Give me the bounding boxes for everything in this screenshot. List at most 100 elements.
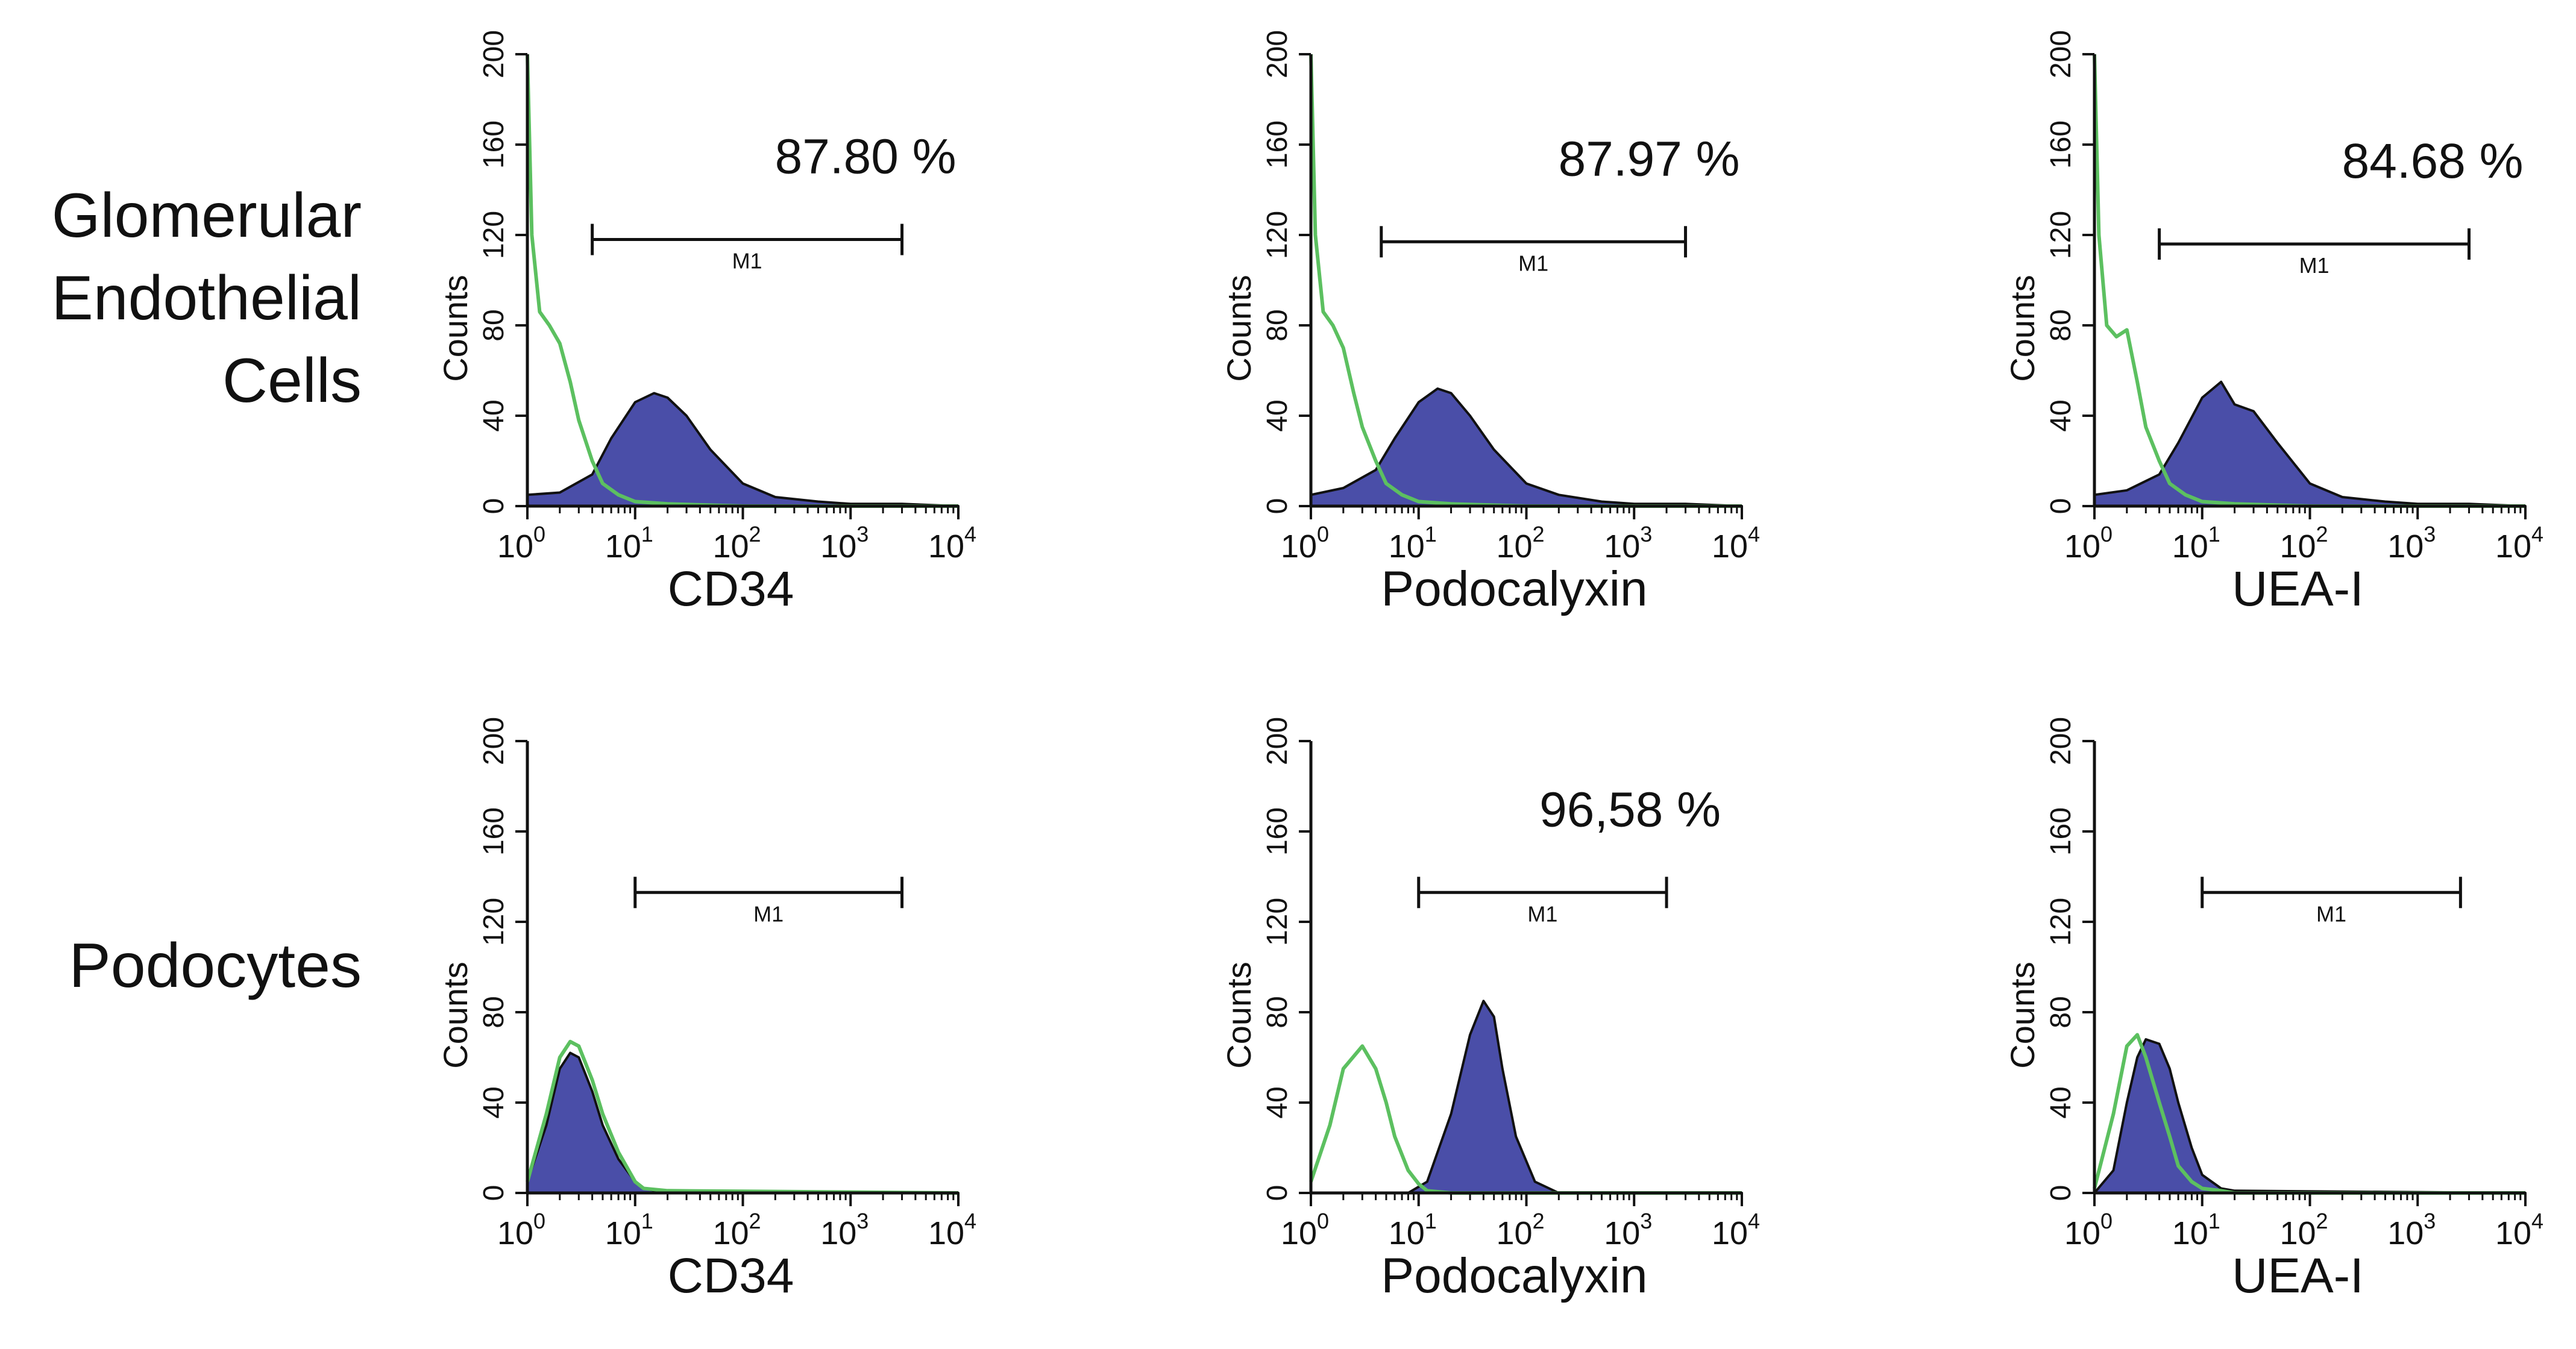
- x-tick-label: 103: [820, 522, 869, 565]
- x-tick-exponent: 3: [1640, 1209, 1652, 1233]
- row-label-glomerular-endothelial-cells: Glomerular Endothelial Cells: [12, 175, 362, 422]
- x-tick-exponent: 0: [1317, 1209, 1329, 1233]
- x-tick-exponent: 3: [856, 522, 869, 546]
- gate-label: M1: [753, 901, 784, 926]
- y-tick-label: 120: [478, 211, 510, 259]
- x-tick-exponent: 4: [964, 1209, 976, 1233]
- x-tick-exponent: 3: [856, 1209, 869, 1233]
- y-tick-label: 160: [2045, 121, 2077, 169]
- y-tick-label: 0: [1261, 498, 1293, 515]
- x-tick-label: 100: [1281, 522, 1329, 565]
- gate-label: M1: [732, 249, 762, 274]
- y-tick-label: 200: [1261, 30, 1293, 78]
- x-tick-exponent: 4: [1748, 1209, 1760, 1233]
- y-tick-label: 160: [478, 807, 510, 856]
- y-tick-label: 40: [478, 399, 510, 431]
- x-tick-label: 104: [2495, 522, 2543, 565]
- x-tick-exponent: 3: [1640, 522, 1652, 546]
- y-tick-label: 80: [478, 309, 510, 341]
- x-tick-label: 100: [497, 522, 545, 565]
- y-tick-label: 160: [1261, 121, 1293, 169]
- x-tick-label: 104: [928, 1209, 976, 1251]
- histogram-positive-area: [2093, 380, 2527, 507]
- x-tick-exponent: 1: [641, 522, 653, 546]
- x-tick-exponent: 4: [1748, 522, 1760, 546]
- y-tick-label: 80: [1261, 996, 1293, 1028]
- x-tick-label: 102: [712, 1209, 761, 1251]
- x-tick-label: 102: [2279, 522, 2328, 565]
- y-tick-label: 0: [478, 1185, 510, 1201]
- x-tick-exponent: 1: [1425, 1209, 1437, 1233]
- y-tick-label: 160: [1261, 807, 1293, 856]
- y-tick-label: 160: [478, 121, 510, 169]
- histogram-control-line: [1309, 54, 1742, 508]
- x-tick-label: 103: [820, 1209, 869, 1251]
- x-axis-label: UEA-I: [2232, 562, 2364, 616]
- y-tick-label: 200: [478, 717, 510, 765]
- percentage-label: 96,58 %: [1539, 782, 1721, 837]
- x-tick-label: 101: [605, 1209, 653, 1251]
- histogram-control-line: [2093, 1033, 2525, 1195]
- x-tick-exponent: 0: [533, 522, 545, 546]
- x-tick-label: 101: [605, 522, 653, 565]
- percentage-label: 87.97 %: [1559, 131, 1740, 186]
- y-axis-label: Counts: [1220, 962, 1258, 1068]
- x-tick-exponent: 4: [2531, 1209, 2543, 1233]
- x-tick-exponent: 1: [641, 1209, 653, 1233]
- y-axis-label: Counts: [436, 275, 474, 381]
- histogram-control-line: [526, 1039, 959, 1195]
- row-label-podocytes: Podocytes: [69, 931, 362, 1001]
- x-tick-exponent: 3: [2424, 1209, 2436, 1233]
- histogram-positive-area: [526, 1051, 960, 1194]
- y-tick-label: 80: [478, 996, 510, 1028]
- x-tick-exponent: 2: [1533, 522, 1545, 546]
- histogram-positive-area: [526, 392, 960, 507]
- x-tick-label: 102: [2279, 1209, 2328, 1251]
- y-tick-label: 0: [2045, 1185, 2077, 1201]
- x-tick-exponent: 0: [533, 1209, 545, 1233]
- x-tick-label: 101: [1389, 522, 1437, 565]
- x-tick-label: 100: [2064, 1209, 2113, 1251]
- y-tick-label: 80: [2045, 996, 2077, 1028]
- x-tick-exponent: 2: [2316, 522, 2328, 546]
- y-tick-label: 120: [2045, 211, 2077, 259]
- y-tick-label: 120: [2045, 898, 2077, 946]
- gate-label: M1: [1527, 901, 1557, 926]
- y-tick-label: 80: [2045, 309, 2077, 341]
- y-tick-label: 80: [1261, 309, 1293, 341]
- percentage-label: 87.80 %: [775, 130, 957, 184]
- x-axis-label: Podocalyxin: [1381, 562, 1647, 616]
- y-tick-label: 40: [1261, 1086, 1293, 1118]
- x-tick-exponent: 2: [2316, 1209, 2328, 1233]
- y-tick-label: 0: [1261, 1185, 1293, 1201]
- x-tick-label: 104: [1712, 522, 1760, 565]
- gate-label: M1: [1518, 251, 1548, 275]
- x-tick-exponent: 0: [2100, 522, 2113, 546]
- y-tick-label: 160: [2045, 807, 2077, 856]
- x-tick-label: 104: [1712, 1209, 1760, 1251]
- x-tick-label: 100: [497, 1209, 545, 1251]
- x-tick-label: 103: [2387, 1209, 2436, 1251]
- x-tick-exponent: 4: [964, 522, 976, 546]
- y-tick-label: 0: [478, 498, 510, 515]
- x-tick-label: 103: [1604, 522, 1652, 565]
- row-label-line: Cells: [222, 346, 362, 416]
- x-tick-exponent: 3: [2424, 522, 2436, 546]
- histogram-positive-area: [1310, 1000, 1743, 1194]
- x-tick-label: 104: [2495, 1209, 2543, 1251]
- x-tick-exponent: 2: [1533, 1209, 1545, 1233]
- x-tick-exponent: 2: [749, 522, 761, 546]
- y-axis-label: Counts: [436, 962, 474, 1068]
- x-tick-label: 103: [2387, 522, 2436, 565]
- x-tick-label: 104: [928, 522, 976, 565]
- x-axis-label: Podocalyxin: [1381, 1248, 1647, 1303]
- x-tick-exponent: 1: [2208, 1209, 2220, 1233]
- histogram-control-line: [1309, 1044, 1742, 1195]
- x-tick-exponent: 0: [1317, 522, 1329, 546]
- percentage-label: 84.68 %: [2342, 134, 2524, 189]
- y-tick-label: 120: [1261, 898, 1293, 946]
- x-tick-label: 101: [2172, 1209, 2220, 1251]
